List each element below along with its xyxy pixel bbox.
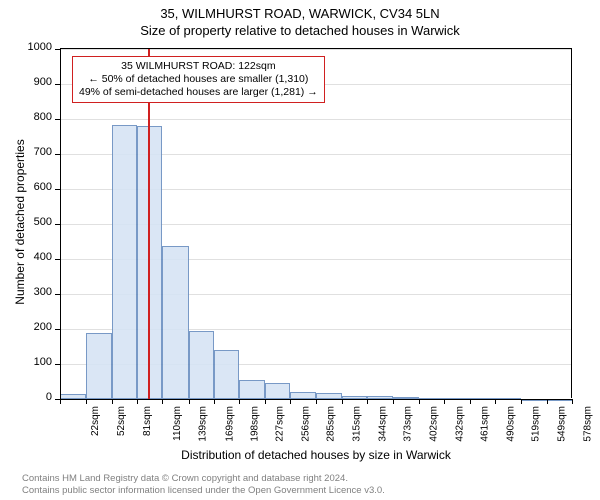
x-tick-label: 139sqm [198, 406, 209, 442]
y-gridline [60, 119, 572, 120]
x-tick-label: 344sqm [377, 406, 388, 442]
x-tick-label: 81sqm [142, 406, 153, 436]
x-tick-label: 549sqm [557, 406, 568, 442]
x-tick [572, 399, 573, 404]
histogram-bar [86, 333, 111, 400]
x-axis-line [60, 399, 572, 400]
y-tick-label: 100 [20, 356, 52, 368]
y-tick-label: 600 [20, 181, 52, 193]
y-tick-label: 200 [20, 321, 52, 333]
y-tick-label: 0 [20, 391, 52, 403]
x-tick-label: 110sqm [172, 406, 183, 441]
x-tick-label: 490sqm [505, 406, 516, 442]
info-box-line: 49% of semi-detached houses are larger (… [79, 86, 318, 99]
histogram-bar [189, 331, 214, 399]
x-tick-label: 285sqm [326, 406, 337, 442]
info-box-line: ← 50% of detached houses are smaller (1,… [79, 73, 318, 86]
x-tick-label: 578sqm [582, 406, 593, 442]
x-tick-label: 227sqm [275, 406, 286, 442]
histogram-bar [265, 383, 290, 399]
y-tick-label: 400 [20, 251, 52, 263]
y-tick-label: 1000 [20, 41, 52, 53]
y-tick-label: 300 [20, 286, 52, 298]
x-tick-label: 256sqm [300, 406, 311, 442]
y-tick-label: 800 [20, 111, 52, 123]
footer-line1: Contains HM Land Registry data © Crown c… [22, 473, 385, 484]
info-box-line: 35 WILMHURST ROAD: 122sqm [79, 60, 318, 73]
y-gridline [60, 49, 572, 50]
x-tick-label: 315sqm [352, 406, 363, 442]
footer-line2: Contains public sector information licen… [22, 485, 385, 496]
x-tick-label: 169sqm [224, 406, 235, 442]
x-tick-label: 373sqm [403, 406, 414, 442]
histogram-bar [137, 126, 162, 399]
y-tick-label: 900 [20, 76, 52, 88]
x-tick-label: 432sqm [454, 406, 465, 442]
footer-text: Contains HM Land Registry data © Crown c… [22, 473, 385, 496]
x-axis-label: Distribution of detached houses by size … [60, 448, 572, 462]
x-tick-label: 198sqm [250, 406, 261, 442]
chart-subtitle: Size of property relative to detached ho… [0, 21, 600, 38]
y-tick-label: 700 [20, 146, 52, 158]
histogram-bar [214, 350, 239, 399]
x-tick-label: 402sqm [428, 406, 439, 442]
x-tick-label: 52sqm [116, 406, 127, 436]
histogram-bar [112, 125, 137, 399]
histogram-bar [162, 246, 188, 399]
chart-title: 35, WILMHURST ROAD, WARWICK, CV34 5LN [0, 0, 600, 21]
histogram-bar [239, 380, 264, 399]
x-tick-label: 22sqm [90, 406, 101, 436]
marker-info-box: 35 WILMHURST ROAD: 122sqm← 50% of detach… [72, 56, 325, 103]
y-tick-label: 500 [20, 216, 52, 228]
x-tick-label: 519sqm [531, 406, 542, 442]
y-axis-line [60, 49, 61, 399]
histogram-bar [290, 392, 316, 399]
x-tick-label: 461sqm [480, 406, 491, 442]
